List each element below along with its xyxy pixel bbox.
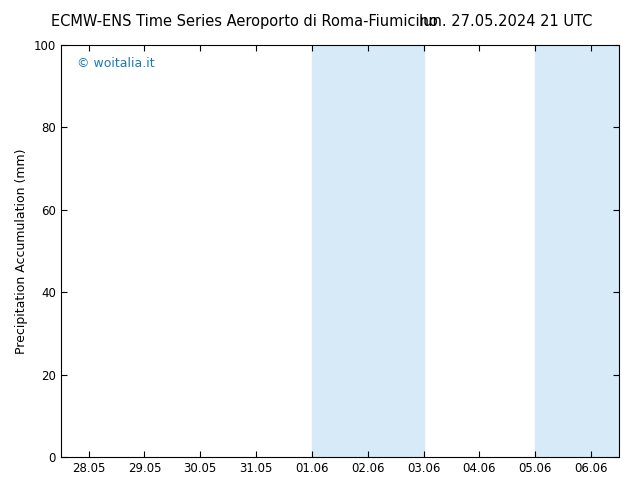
Y-axis label: Precipitation Accumulation (mm): Precipitation Accumulation (mm) [15, 148, 28, 354]
Text: ECMW-ENS Time Series Aeroporto di Roma-Fiumicino: ECMW-ENS Time Series Aeroporto di Roma-F… [51, 14, 437, 29]
Bar [312, 45, 424, 457]
Text: lun. 27.05.2024 21 UTC: lun. 27.05.2024 21 UTC [420, 14, 593, 29]
Text: © woitalia.it: © woitalia.it [77, 57, 155, 70]
Bar [535, 45, 619, 457]
